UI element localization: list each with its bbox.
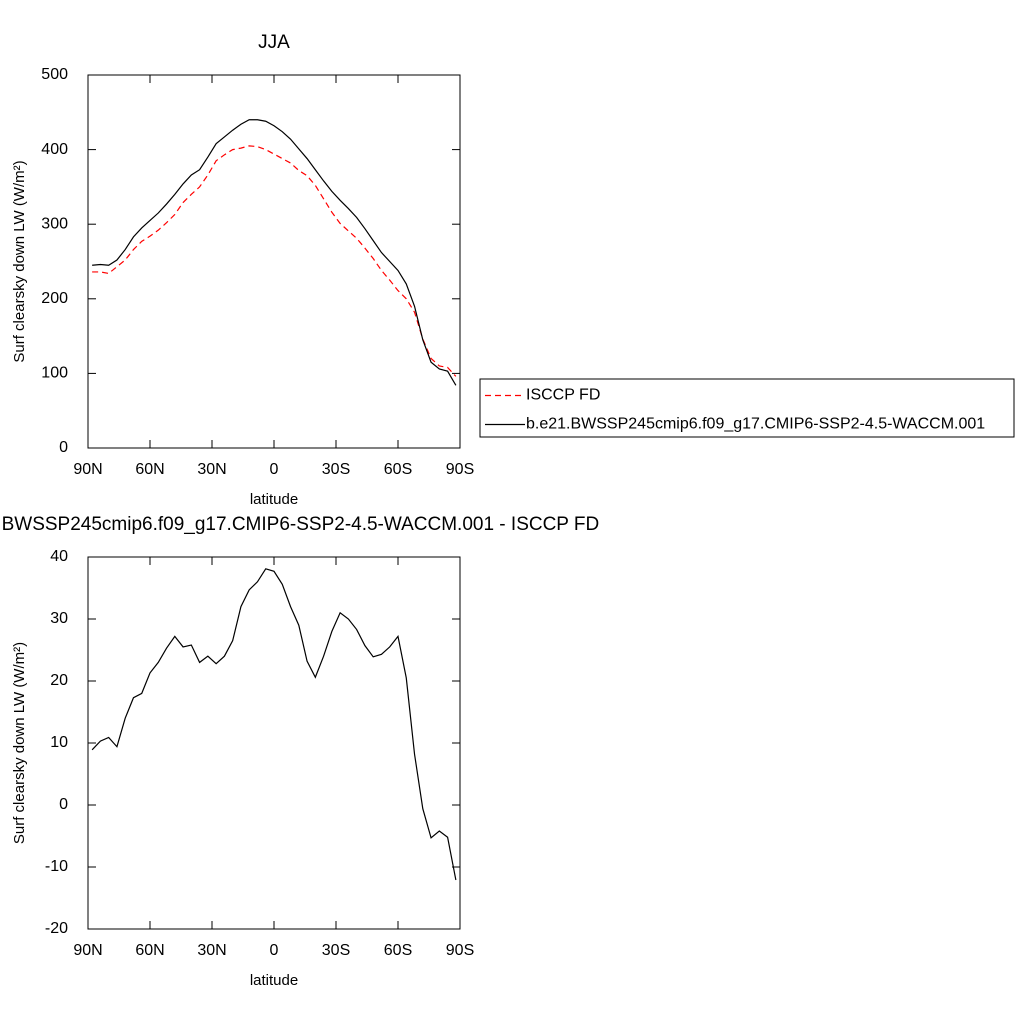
x-tick-label: 60S [384, 461, 412, 478]
x-tick-label: 30S [322, 461, 350, 478]
x-tick-label: 90N [73, 942, 102, 959]
x-tick-label: 60N [135, 461, 164, 478]
chart-title: JJA [258, 32, 290, 53]
y-tick-label: -10 [45, 858, 68, 875]
legend-label: ISCCP FD [526, 387, 600, 404]
plot-frame [87, 556, 461, 930]
chart-title: b.e21.BWSSP245cmip6.f09_g17.CMIP6-SSP2-4… [0, 514, 599, 535]
y-tick-label: 20 [50, 672, 68, 689]
y-tick-label: -20 [45, 920, 68, 937]
y-tick-label: 30 [50, 610, 68, 627]
y-tick-label: 400 [41, 141, 68, 158]
x-tick-label: 90N [73, 461, 102, 478]
x-tick-label: 30N [197, 461, 226, 478]
x-tick-label: 0 [270, 461, 279, 478]
y-tick-label: 500 [41, 66, 68, 83]
x-tick-label: 30S [322, 942, 350, 959]
x-tick-label: 60S [384, 942, 412, 959]
plot-frame [87, 74, 461, 449]
legend-label: b.e21.BWSSP245cmip6.f09_g17.CMIP6-SSP2-4… [526, 416, 985, 433]
x-tick-label: 0 [270, 942, 279, 959]
y-tick-label: 10 [50, 734, 68, 751]
x-axis-label: latitude [250, 972, 298, 989]
data-line [92, 145, 457, 377]
y-tick-label: 40 [50, 548, 68, 565]
y-tick-label: 200 [41, 290, 68, 307]
x-tick-label: 60N [135, 942, 164, 959]
y-tick-label: 300 [41, 215, 68, 232]
y-tick-label: 100 [41, 365, 68, 382]
y-axis-label: Surf clearsky down LW (W/m²) [11, 642, 28, 844]
y-tick-label: 0 [59, 796, 68, 813]
legend-box [479, 378, 1015, 438]
data-line [92, 119, 457, 386]
x-axis-label: latitude [250, 491, 298, 508]
y-tick-label: 0 [59, 439, 68, 456]
y-axis-label: Surf clearsky down LW (W/m²) [11, 160, 28, 362]
x-tick-label: 90S [446, 942, 474, 959]
x-tick-label: 30N [197, 942, 226, 959]
x-tick-label: 90S [446, 461, 474, 478]
data-line [91, 568, 457, 881]
